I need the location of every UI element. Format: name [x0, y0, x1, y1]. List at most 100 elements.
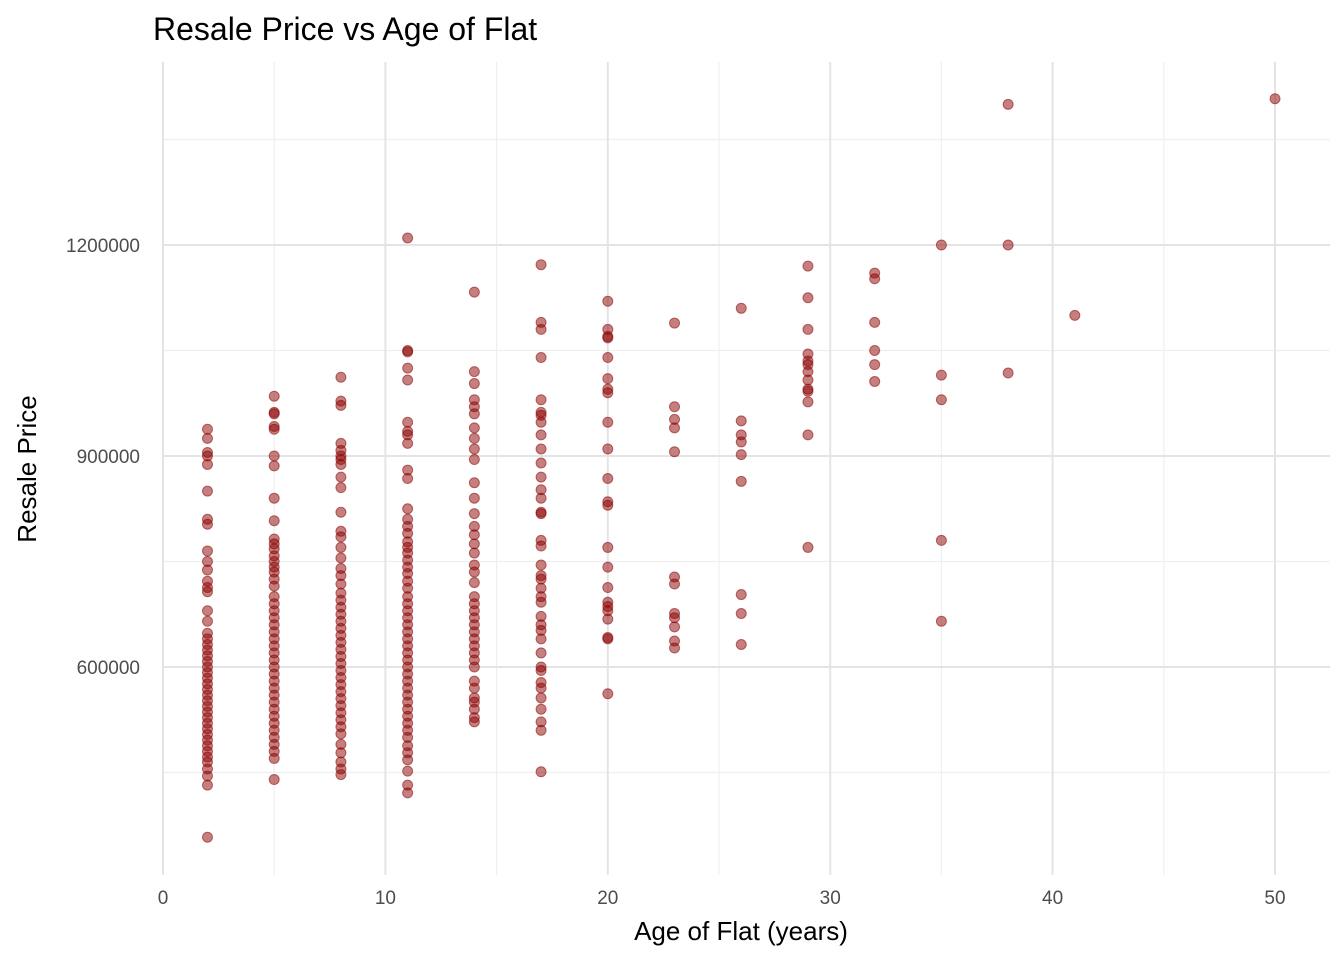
data-point — [669, 578, 681, 590]
data-point — [802, 323, 814, 335]
data-point — [535, 633, 547, 645]
data-point — [1069, 309, 1081, 321]
data-point — [869, 316, 881, 328]
data-point — [468, 529, 480, 541]
x-tick-label: 10 — [375, 888, 396, 909]
data-point — [468, 378, 480, 390]
data-point — [268, 752, 280, 764]
data-point — [402, 416, 414, 428]
data-point — [669, 612, 681, 624]
data-point — [335, 578, 347, 590]
data-point — [335, 458, 347, 470]
data-point — [468, 508, 480, 520]
data-point — [535, 573, 547, 585]
data-point — [335, 747, 347, 759]
data-point — [869, 359, 881, 371]
data-point — [468, 366, 480, 378]
data-point — [735, 415, 747, 427]
data-point — [402, 362, 414, 374]
x-tick-label: 0 — [158, 888, 169, 909]
data-point — [468, 286, 480, 298]
data-point — [1002, 239, 1014, 251]
data-point — [669, 401, 681, 413]
data-point — [535, 647, 547, 659]
data-point — [935, 369, 947, 381]
data-point — [869, 345, 881, 356]
data-point — [935, 615, 947, 627]
data-point — [468, 408, 480, 420]
x-tick-label: 50 — [1264, 888, 1285, 909]
data-point — [602, 473, 614, 485]
data-point — [268, 515, 280, 527]
data-point — [735, 436, 747, 448]
data-point — [268, 580, 280, 592]
data-point — [535, 540, 547, 552]
data-point — [535, 394, 547, 406]
data-point — [535, 559, 547, 571]
data-point — [468, 547, 480, 559]
data-point — [468, 454, 480, 466]
data-point — [402, 787, 414, 799]
data-point — [268, 460, 280, 472]
data-point — [535, 703, 547, 715]
data-point — [468, 661, 480, 673]
data-point — [602, 561, 614, 573]
data-point — [335, 531, 347, 543]
x-axis: 0 10 20 30 40 50 — [158, 888, 1286, 909]
data-point — [935, 394, 947, 406]
chart-title: Resale Price vs Age of Flat — [153, 11, 537, 47]
data-point — [602, 613, 614, 625]
data-point — [335, 471, 347, 483]
data-point — [335, 552, 347, 564]
data-points — [201, 93, 1281, 843]
data-point — [402, 346, 414, 358]
data-point — [935, 239, 947, 251]
data-point — [802, 385, 814, 397]
data-point — [402, 232, 414, 244]
data-point — [602, 688, 614, 700]
data-point — [735, 638, 747, 650]
data-point — [735, 475, 747, 487]
data-point — [535, 352, 547, 364]
data-point — [669, 446, 681, 458]
data-point — [535, 508, 547, 520]
data-point — [735, 449, 747, 461]
data-point — [802, 374, 814, 386]
data-point — [201, 423, 213, 435]
data-point — [535, 596, 547, 608]
data-point — [535, 724, 547, 736]
data-point — [468, 477, 480, 489]
data-point — [335, 506, 347, 518]
data-point — [201, 779, 213, 791]
data-point — [802, 396, 814, 408]
data-point — [602, 332, 614, 344]
data-point — [402, 765, 414, 777]
data-point — [201, 831, 213, 843]
data-point — [1002, 367, 1014, 379]
data-point — [402, 437, 414, 449]
data-point — [602, 352, 614, 364]
data-point — [535, 766, 547, 778]
data-point — [535, 323, 547, 335]
data-point — [201, 458, 213, 470]
data-point — [535, 429, 547, 441]
data-point — [468, 682, 480, 694]
data-point — [669, 317, 681, 329]
data-point — [602, 541, 614, 553]
data-point — [402, 374, 414, 386]
data-point — [735, 608, 747, 620]
data-point — [201, 605, 213, 617]
data-point — [201, 564, 213, 576]
y-axis-title: Resale Price — [12, 395, 42, 542]
data-point — [735, 589, 747, 601]
data-point — [468, 443, 480, 455]
data-point — [268, 492, 280, 504]
data-point — [535, 416, 547, 428]
data-point — [201, 615, 213, 627]
data-point — [201, 545, 213, 557]
x-axis-title: Age of Flat (years) — [634, 916, 848, 946]
data-point — [535, 443, 547, 455]
data-point — [335, 399, 347, 411]
data-point — [669, 621, 681, 633]
data-point — [201, 485, 213, 497]
